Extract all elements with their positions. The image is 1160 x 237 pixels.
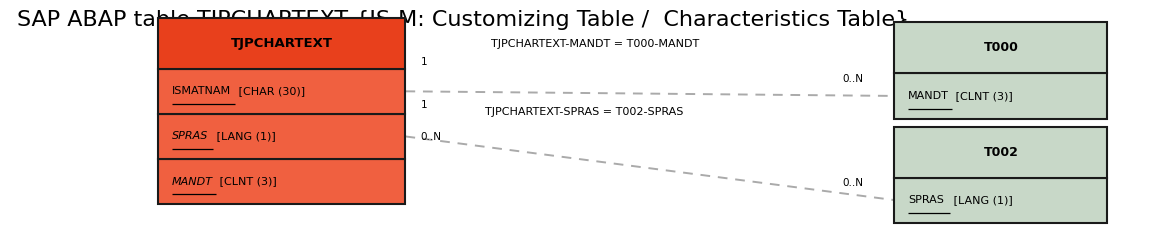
FancyBboxPatch shape	[894, 73, 1108, 118]
Text: MANDT: MANDT	[172, 177, 213, 187]
Text: SPRAS: SPRAS	[172, 132, 209, 141]
FancyBboxPatch shape	[158, 114, 406, 159]
Text: 0..N: 0..N	[420, 132, 442, 142]
Text: 1: 1	[420, 100, 427, 110]
Text: 0..N: 0..N	[842, 74, 863, 84]
Text: T000: T000	[984, 41, 1018, 55]
Text: [LANG (1)]: [LANG (1)]	[213, 132, 276, 141]
Text: TJPCHARTEXT: TJPCHARTEXT	[231, 37, 333, 50]
Text: TJPCHARTEXT-SPRAS = T002-SPRAS: TJPCHARTEXT-SPRAS = T002-SPRAS	[485, 107, 683, 117]
FancyBboxPatch shape	[158, 159, 406, 204]
Text: [CLNT (3)]: [CLNT (3)]	[216, 177, 276, 187]
Text: [CLNT (3)]: [CLNT (3)]	[952, 91, 1013, 101]
Text: MANDT: MANDT	[908, 91, 949, 101]
Text: [CHAR (30)]: [CHAR (30)]	[235, 86, 305, 96]
Text: T002: T002	[984, 146, 1018, 159]
FancyBboxPatch shape	[158, 69, 406, 114]
Text: ISMATNAM: ISMATNAM	[172, 86, 231, 96]
FancyBboxPatch shape	[894, 23, 1108, 73]
FancyBboxPatch shape	[894, 127, 1108, 178]
Text: TJPCHARTEXT-MANDT = T000-MANDT: TJPCHARTEXT-MANDT = T000-MANDT	[491, 39, 699, 50]
Text: SAP ABAP table TJPCHARTEXT {IS-M: Customizing Table /  Characteristics Table}: SAP ABAP table TJPCHARTEXT {IS-M: Custom…	[16, 10, 908, 30]
Text: SPRAS: SPRAS	[908, 195, 944, 205]
Text: 0..N: 0..N	[842, 178, 863, 188]
Text: [LANG (1)]: [LANG (1)]	[950, 195, 1013, 205]
FancyBboxPatch shape	[894, 178, 1108, 223]
Text: 1: 1	[420, 57, 427, 67]
FancyBboxPatch shape	[158, 18, 406, 69]
